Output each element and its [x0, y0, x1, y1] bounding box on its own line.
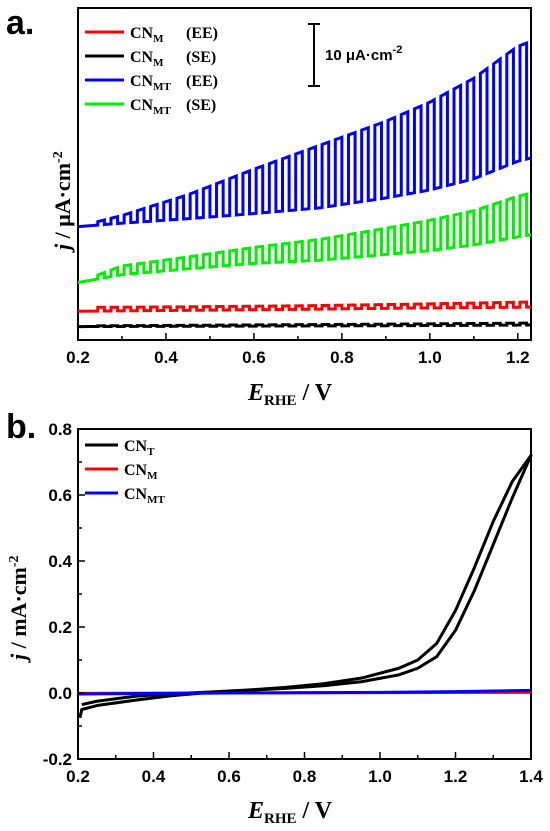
panel-a-series-line-m-ee: [77, 300, 532, 313]
panel-b-chart: b. 0.2 0.4 0.6 0.8 1.0 1.2 1.4 -0.20.00.20.40.…: [6, 408, 543, 827]
panel-b-x-tick-label: 1.4: [519, 767, 543, 786]
panel-b-series-line-mt: [77, 688, 532, 696]
panel-a-legend-label: CNM (EE): [130, 25, 218, 45]
panel-a-x-tick-label: 1.2: [506, 348, 530, 367]
scale-bar-label: 10 μA·cm-2: [325, 44, 402, 64]
panel-b-legend-label: CNT: [124, 438, 155, 458]
panel-b-x-tick-label: 1.2: [444, 767, 468, 786]
panel-b-y-tick-label: 0.2: [48, 618, 72, 637]
panel-b-x-tick-label: 0.6: [217, 767, 241, 786]
panel-a-legend-label: CNMT (SE): [130, 97, 216, 117]
panel-a-series-line-mt-ee: [77, 40, 532, 229]
panel-a-legend-label: CNMT (EE): [130, 73, 218, 93]
panel-b-y-tick-label: 0.4: [48, 552, 72, 571]
panel-b-y-tick-label: 0.8: [48, 420, 72, 439]
panel-b-y-tick-label: 0.6: [48, 486, 72, 505]
panel-a-series-line-m-se: [77, 321, 532, 329]
panel-a-x-tick-label: 0.8: [330, 348, 354, 367]
panel-b-y-tick-label: 0.0: [48, 684, 72, 703]
panel-a-x-tick-label: 0.2: [66, 348, 90, 367]
panel-a-x-tick-label: 0.6: [242, 348, 266, 367]
panel-b-y-ticks: -0.2 0.0 0.2 0.4 0.6 0.8: [43, 420, 85, 769]
scale-bar: 10 μA·cm-2: [308, 23, 402, 87]
panel-a-series: [77, 40, 532, 329]
panel-b-y-tick-label: -0.2: [43, 750, 72, 769]
panel-a-series-line-mt-se: [77, 192, 532, 285]
panel-b-label: b.: [6, 408, 36, 446]
scale-bar-exp: -2: [393, 44, 403, 56]
panel-b-x-ticks: 0.2 0.4 0.6 0.8 1.0 1.2 1.4: [66, 752, 543, 786]
panel-b-series: [77, 453, 533, 719]
panel-b-x-tick-label: 1.0: [368, 767, 392, 786]
panel-b-x-tick-label: 0.2: [66, 767, 90, 786]
panel-b-legend-label: CNMT: [124, 486, 165, 506]
panel-a-legend: CNM (EE) CNM (SE) CNMT (EE) CNMT (SE): [85, 25, 218, 117]
panel-a-x-tick-label: 0.4: [154, 348, 178, 367]
panel-b-legend-label: CNM: [124, 462, 158, 482]
panel-a-y-axis-title: j / μA·cm-2: [50, 151, 75, 253]
panel-b-series-line-t: [78, 453, 533, 719]
panel-a-x-ticks: 0.2 0.4 0.6 0.8 1.0 1.2: [66, 333, 530, 367]
panel-a-frame: [77, 7, 532, 341]
panel-b-x-tick-label: 0.8: [293, 767, 317, 786]
panel-b-x-tick-label: 0.4: [142, 767, 166, 786]
panel-b-legend: CNT CNM CNMT: [85, 438, 165, 506]
panel-b-x-axis-title: ERHE / V: [247, 798, 333, 827]
panel-b-y-axis-title: j / mA·cm-2: [6, 555, 31, 663]
panel-a-chart: a. 0.2 0.4 0.6 0.8 1.0 1.2 10 μA·cm-2 CNM (EE)…: [6, 4, 532, 409]
panel-a-x-axis-title: ERHE / V: [247, 380, 333, 409]
panel-a-label: a.: [6, 4, 34, 42]
panel-a-legend-label: CNM (SE): [130, 49, 216, 69]
panel-a-x-tick-label: 1.0: [418, 348, 442, 367]
